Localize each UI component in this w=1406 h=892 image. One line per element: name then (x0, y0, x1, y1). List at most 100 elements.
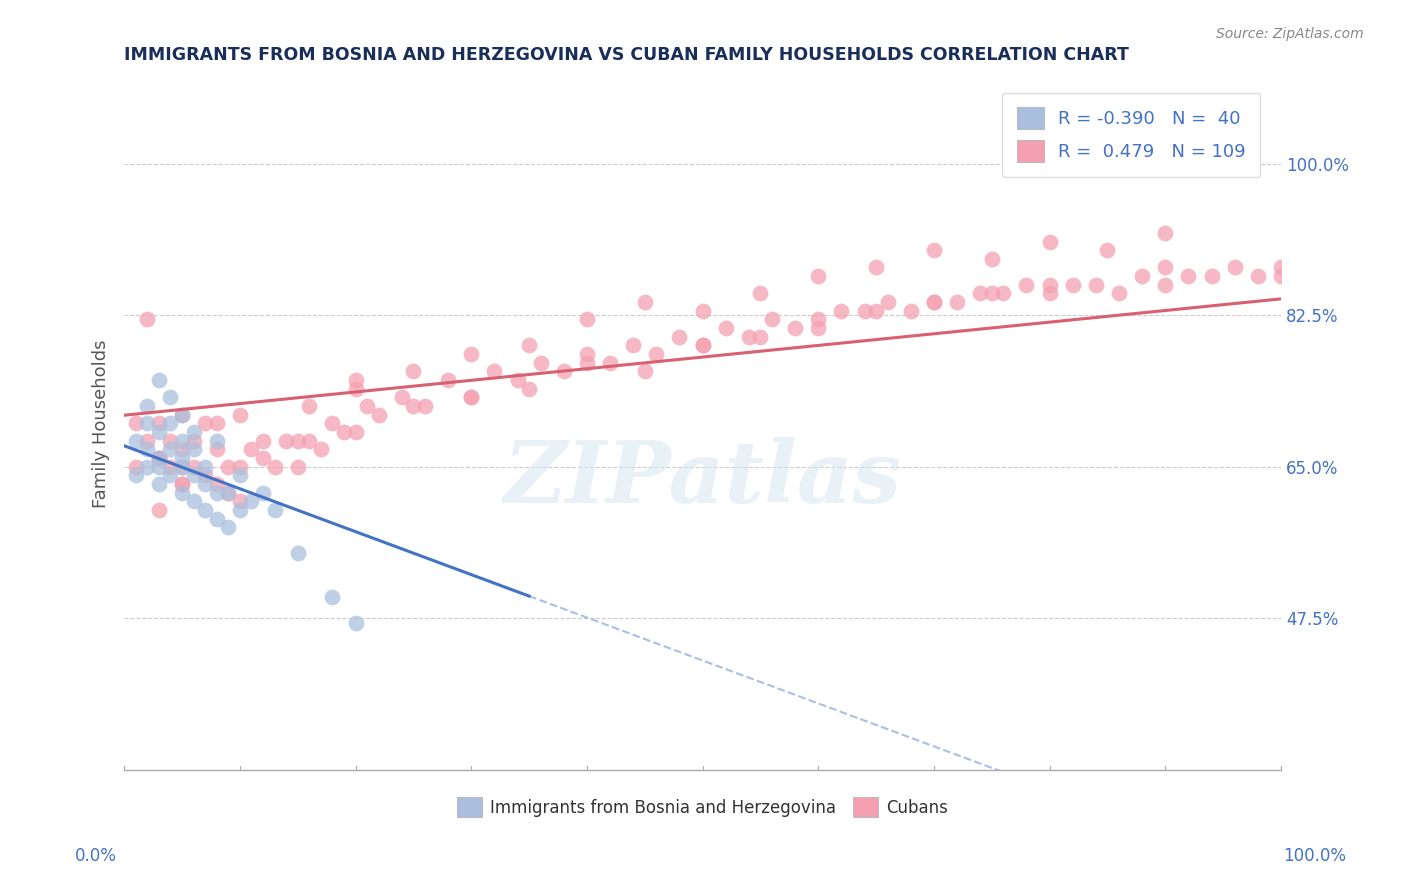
Point (183, 459, 205, 474)
Point (148, 451, 170, 466)
Point (599, 356, 621, 370)
Point (749, 330, 772, 344)
Point (575, 356, 598, 370)
Point (125, 417, 148, 431)
Point (714, 321, 737, 335)
Point (1062, 277, 1084, 292)
Point (136, 417, 159, 431)
Point (229, 503, 252, 517)
Point (170, 408, 193, 422)
Point (460, 391, 482, 405)
Point (205, 485, 228, 500)
Point (853, 303, 876, 318)
Point (194, 417, 217, 431)
Point (484, 364, 506, 378)
Point (922, 295, 945, 310)
Point (298, 399, 321, 413)
Point (170, 477, 193, 491)
Point (621, 338, 644, 352)
Point (506, 373, 529, 387)
Point (900, 303, 922, 318)
Point (807, 269, 830, 284)
Point (749, 286, 772, 301)
Point (553, 364, 575, 378)
Text: 100.0%: 100.0% (1284, 847, 1346, 865)
Point (159, 434, 181, 448)
Point (287, 546, 309, 560)
Point (367, 408, 389, 422)
Point (194, 459, 217, 474)
Point (402, 364, 425, 378)
Point (1223, 260, 1246, 275)
Point (240, 494, 263, 508)
Point (148, 451, 170, 466)
Point (460, 347, 482, 361)
Point (321, 590, 343, 604)
Point (1015, 277, 1038, 292)
Point (876, 295, 898, 310)
Point (183, 434, 205, 448)
Point (276, 434, 298, 448)
Point (183, 442, 205, 457)
Point (183, 468, 205, 483)
Point (1201, 269, 1223, 284)
Point (205, 442, 228, 457)
Point (217, 459, 239, 474)
Point (159, 442, 181, 457)
Point (252, 485, 274, 500)
Point (205, 512, 228, 526)
Point (136, 459, 159, 474)
Point (1084, 277, 1107, 292)
Point (1039, 286, 1062, 301)
Point (205, 477, 228, 491)
Point (148, 451, 170, 466)
Point (807, 321, 830, 335)
Point (402, 399, 425, 413)
Point (229, 468, 252, 483)
Point (148, 459, 170, 474)
Point (170, 442, 193, 457)
Point (980, 286, 1002, 301)
Point (148, 477, 170, 491)
Point (344, 425, 367, 439)
Point (460, 391, 482, 405)
Point (517, 338, 540, 352)
Text: Source: ZipAtlas.com: Source: ZipAtlas.com (1216, 27, 1364, 41)
Point (217, 485, 239, 500)
Point (785, 321, 807, 335)
Point (1154, 260, 1177, 275)
Point (217, 485, 239, 500)
Point (148, 425, 170, 439)
Point (575, 312, 598, 326)
Point (807, 312, 830, 326)
Point (321, 417, 343, 431)
Point (136, 442, 159, 457)
Point (125, 434, 148, 448)
Point (645, 347, 668, 361)
Point (738, 330, 761, 344)
Point (170, 459, 193, 474)
Point (530, 356, 553, 370)
Point (159, 417, 181, 431)
Point (125, 459, 148, 474)
Point (634, 364, 657, 378)
Point (1039, 235, 1062, 249)
Point (170, 434, 193, 448)
Point (194, 468, 217, 483)
Point (865, 303, 887, 318)
Point (148, 503, 170, 517)
Point (252, 434, 274, 448)
Point (263, 503, 285, 517)
Point (263, 459, 285, 474)
Point (170, 408, 193, 422)
Point (344, 382, 367, 396)
Point (1108, 286, 1130, 301)
Point (136, 434, 159, 448)
Point (170, 451, 193, 466)
Point (333, 425, 356, 439)
Text: IMMIGRANTS FROM BOSNIA AND HERZEGOVINA VS CUBAN FAMILY HOUSEHOLDS CORRELATION CH: IMMIGRANTS FROM BOSNIA AND HERZEGOVINA V… (124, 46, 1129, 64)
Text: ZIPatlas: ZIPatlas (503, 437, 901, 521)
Point (413, 399, 436, 413)
Legend: Immigrants from Bosnia and Herzegovina, Cubans: Immigrants from Bosnia and Herzegovina, … (450, 790, 955, 824)
Point (356, 399, 378, 413)
